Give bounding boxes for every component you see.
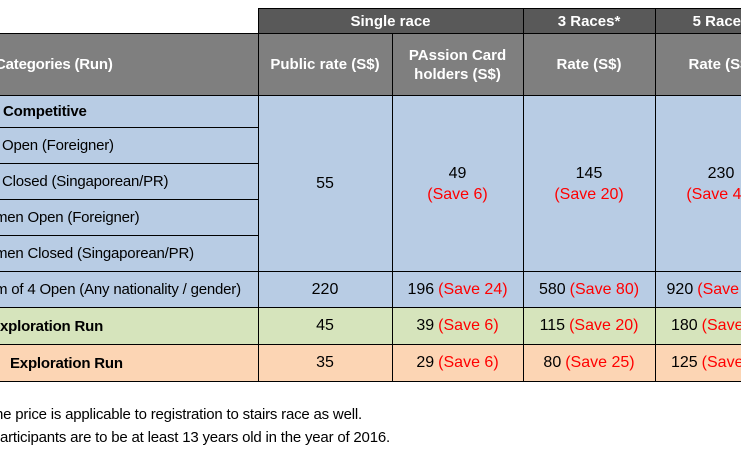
exploration2-5races-save: (Save 50) xyxy=(701,354,741,371)
exploration-3races-rate-cell: 115 (Save 20) xyxy=(522,307,656,345)
competitive-3races-save: (Save 20) xyxy=(554,185,624,203)
competitive-3races-rate-cell: 145 (Save 20) xyxy=(522,95,656,272)
row-women-open-foreigner: men Open (Foreigner) xyxy=(0,199,741,236)
exploration-passion-value: 39 xyxy=(416,317,435,334)
column-header-rate-5races: Rate (S$) xyxy=(654,33,741,96)
competitive-5races-rate-cell: 230 (Save 45) xyxy=(654,95,741,272)
row-competitive-title: Competitive 55 49 (Save 6) 145 (Save 20)… xyxy=(0,95,741,272)
exploration2-passion-value: 29 xyxy=(416,354,435,371)
competitive-public-rate-cell: 55 xyxy=(257,95,393,272)
exploration-passion-save: (Save 6) xyxy=(438,317,499,334)
exploration-5races-save: (Save 45) xyxy=(701,317,741,334)
team-passion-value: 196 xyxy=(407,280,435,298)
competitive-public-rate-value: 55 xyxy=(316,175,334,192)
column-header-categories: Categories (Run) xyxy=(0,33,259,96)
exploration-3races-value: 115 xyxy=(539,317,566,334)
row-exploration-run: xploration Run 45 39 (Save 6) 115 (Save 20… xyxy=(0,307,741,345)
group-header-single-race: Single race xyxy=(257,8,524,34)
exploration2-3races-save: (Save 25) xyxy=(565,354,635,371)
team-5races-value: 920 xyxy=(666,280,694,298)
team-3races-rate-cell: 580 (Save 80) xyxy=(522,271,656,308)
row-team-of-4: m of 4 Open (Any nationality / gender) 2… xyxy=(0,271,741,308)
exploration-5races-value: 180 xyxy=(670,317,698,334)
team-passion-save: (Save 24) xyxy=(438,280,508,298)
group-header-three-races: 3 Races* xyxy=(522,8,656,34)
competitive-passion-value: 49 xyxy=(448,164,467,182)
team-3races-save: (Save 80) xyxy=(569,280,640,298)
exploration2-passion-save: (Save 6) xyxy=(438,354,499,371)
category-open-foreigner: Open (Foreigner) xyxy=(0,127,259,164)
row-women-closed-singaporean: men Closed (Singaporean/PR) xyxy=(0,235,741,272)
exploration2-public-rate-value: 35 xyxy=(257,344,393,382)
competitive-5races-save: (Save 45) xyxy=(686,185,741,203)
category-competitive: Competitive xyxy=(0,95,259,128)
footnotes: he price is applicable to registration t… xyxy=(0,403,390,449)
race-group-header-row: Single race 3 Races* 5 Races xyxy=(0,8,741,34)
competitive-3races-value: 145 xyxy=(575,164,603,182)
empty-corner-cell xyxy=(0,8,258,34)
category-team-of-4: m of 4 Open (Any nationality / gender) xyxy=(0,271,259,308)
competitive-5races-value: 230 xyxy=(707,164,735,182)
category-women-closed-singaporean: men Closed (Singaporean/PR) xyxy=(0,235,259,272)
competitive-passion-save: (Save 6) xyxy=(427,185,488,203)
team-public-rate-value: 220 xyxy=(257,271,393,308)
row-exploration-run-2: Exploration Run 35 29 (Save 6) 80 (Save 25… xyxy=(0,344,741,382)
team-5races-rate-cell: 920(Save 180) xyxy=(654,271,741,308)
exploration2-passion-rate-cell: 29 (Save 6) xyxy=(391,344,524,382)
group-header-five-races: 5 Races xyxy=(654,8,741,34)
exploration2-3races-rate-cell: 80 (Save 25) xyxy=(522,344,656,382)
team-3races-value: 580 xyxy=(538,280,566,298)
column-header-passion-card: PAssion Card holders (S$) xyxy=(391,33,524,96)
footnote-stairs-race: he price is applicable to registration t… xyxy=(0,406,362,423)
column-header-rate-3races: Rate (S$) xyxy=(522,33,656,96)
category-exploration-run-2: Exploration Run xyxy=(0,344,259,382)
exploration2-3races-value: 80 xyxy=(543,354,562,371)
team-5races-save: (Save 180) xyxy=(697,280,741,298)
exploration-passion-rate-cell: 39 (Save 6) xyxy=(391,307,524,345)
team-passion-rate-cell: 196 (Save 24) xyxy=(391,271,524,308)
exploration-public-rate-value: 45 xyxy=(257,307,393,345)
exploration2-5races-rate-cell: 125(Save 50) xyxy=(654,344,741,382)
column-header-public-rate: Public rate (S$) xyxy=(257,33,393,96)
category-women-open-foreigner: men Open (Foreigner) xyxy=(0,199,259,236)
footnote-age-requirement: articipants are to be at least 13 years … xyxy=(0,429,390,446)
exploration-5races-rate-cell: 180(Save 45) xyxy=(654,307,741,345)
exploration-3races-save: (Save 20) xyxy=(569,317,639,334)
row-open-foreigner: Open (Foreigner) xyxy=(0,127,741,164)
column-header-row: Categories (Run) Public rate (S$) PAssio… xyxy=(0,33,741,96)
exploration2-5races-value: 125 xyxy=(670,354,698,371)
category-closed-singaporean: Closed (Singaporean/PR) xyxy=(0,163,259,200)
competitive-passion-rate-cell: 49 (Save 6) xyxy=(391,95,524,272)
category-exploration-run: xploration Run xyxy=(0,307,259,345)
pricing-table: Single race 3 Races* 5 Races Categories … xyxy=(0,8,741,382)
